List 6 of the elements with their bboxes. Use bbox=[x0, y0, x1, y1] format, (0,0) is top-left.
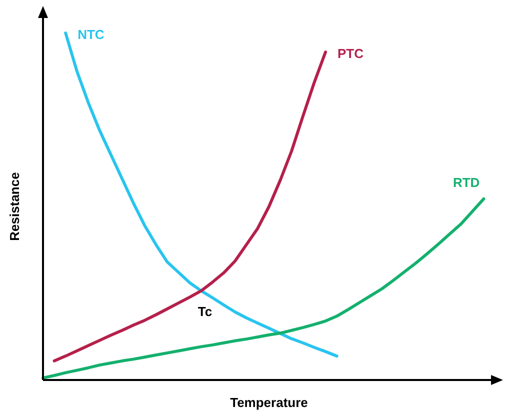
annotation: Tc bbox=[198, 304, 212, 319]
series-label: RTD bbox=[452, 174, 480, 190]
series-label: PTC bbox=[338, 46, 364, 62]
y-axis-title: Resistance bbox=[7, 172, 22, 241]
series-label: NTC bbox=[78, 27, 105, 42]
x-axis-title: Temperature bbox=[230, 395, 308, 410]
